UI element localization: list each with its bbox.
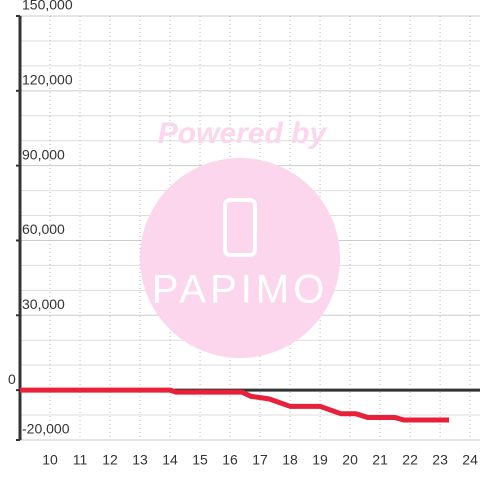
y-tick-label: 60,000	[22, 221, 65, 237]
y-tick-label: -20,000	[22, 421, 70, 437]
x-tick-label: 11	[73, 452, 88, 468]
x-tick-label: 19	[312, 452, 328, 468]
y-tick-label: 150,000	[22, 0, 73, 13]
x-tick-label: 15	[192, 452, 208, 468]
y-tick-label: 30,000	[22, 296, 65, 312]
line	[20, 387, 450, 423]
watermark-circle	[140, 158, 340, 358]
x-tick-label: 21	[372, 452, 388, 468]
watermark-logo: PAPIMO	[152, 268, 329, 312]
watermark-text: Powered by	[158, 117, 328, 150]
x-tick-label: 23	[432, 452, 448, 468]
x-tick-label: 24	[462, 452, 478, 468]
x-tick-label: 14	[162, 452, 178, 468]
y-tick-label: 120,000	[22, 72, 73, 88]
x-tick-label: 10	[42, 452, 58, 468]
x-tick-label: 22	[402, 452, 418, 468]
x-tick-label: 17	[252, 452, 268, 468]
y-tick-label: 0	[8, 371, 16, 387]
x-tick-label: 16	[222, 452, 238, 468]
y-tick-label: 90,000	[22, 146, 65, 162]
x-tick-label: 12	[102, 452, 118, 468]
x-tick-label: 13	[132, 452, 148, 468]
x-tick-label: 20	[342, 452, 358, 468]
watermark-icon	[223, 198, 257, 257]
x-tick-label: 18	[282, 452, 298, 468]
